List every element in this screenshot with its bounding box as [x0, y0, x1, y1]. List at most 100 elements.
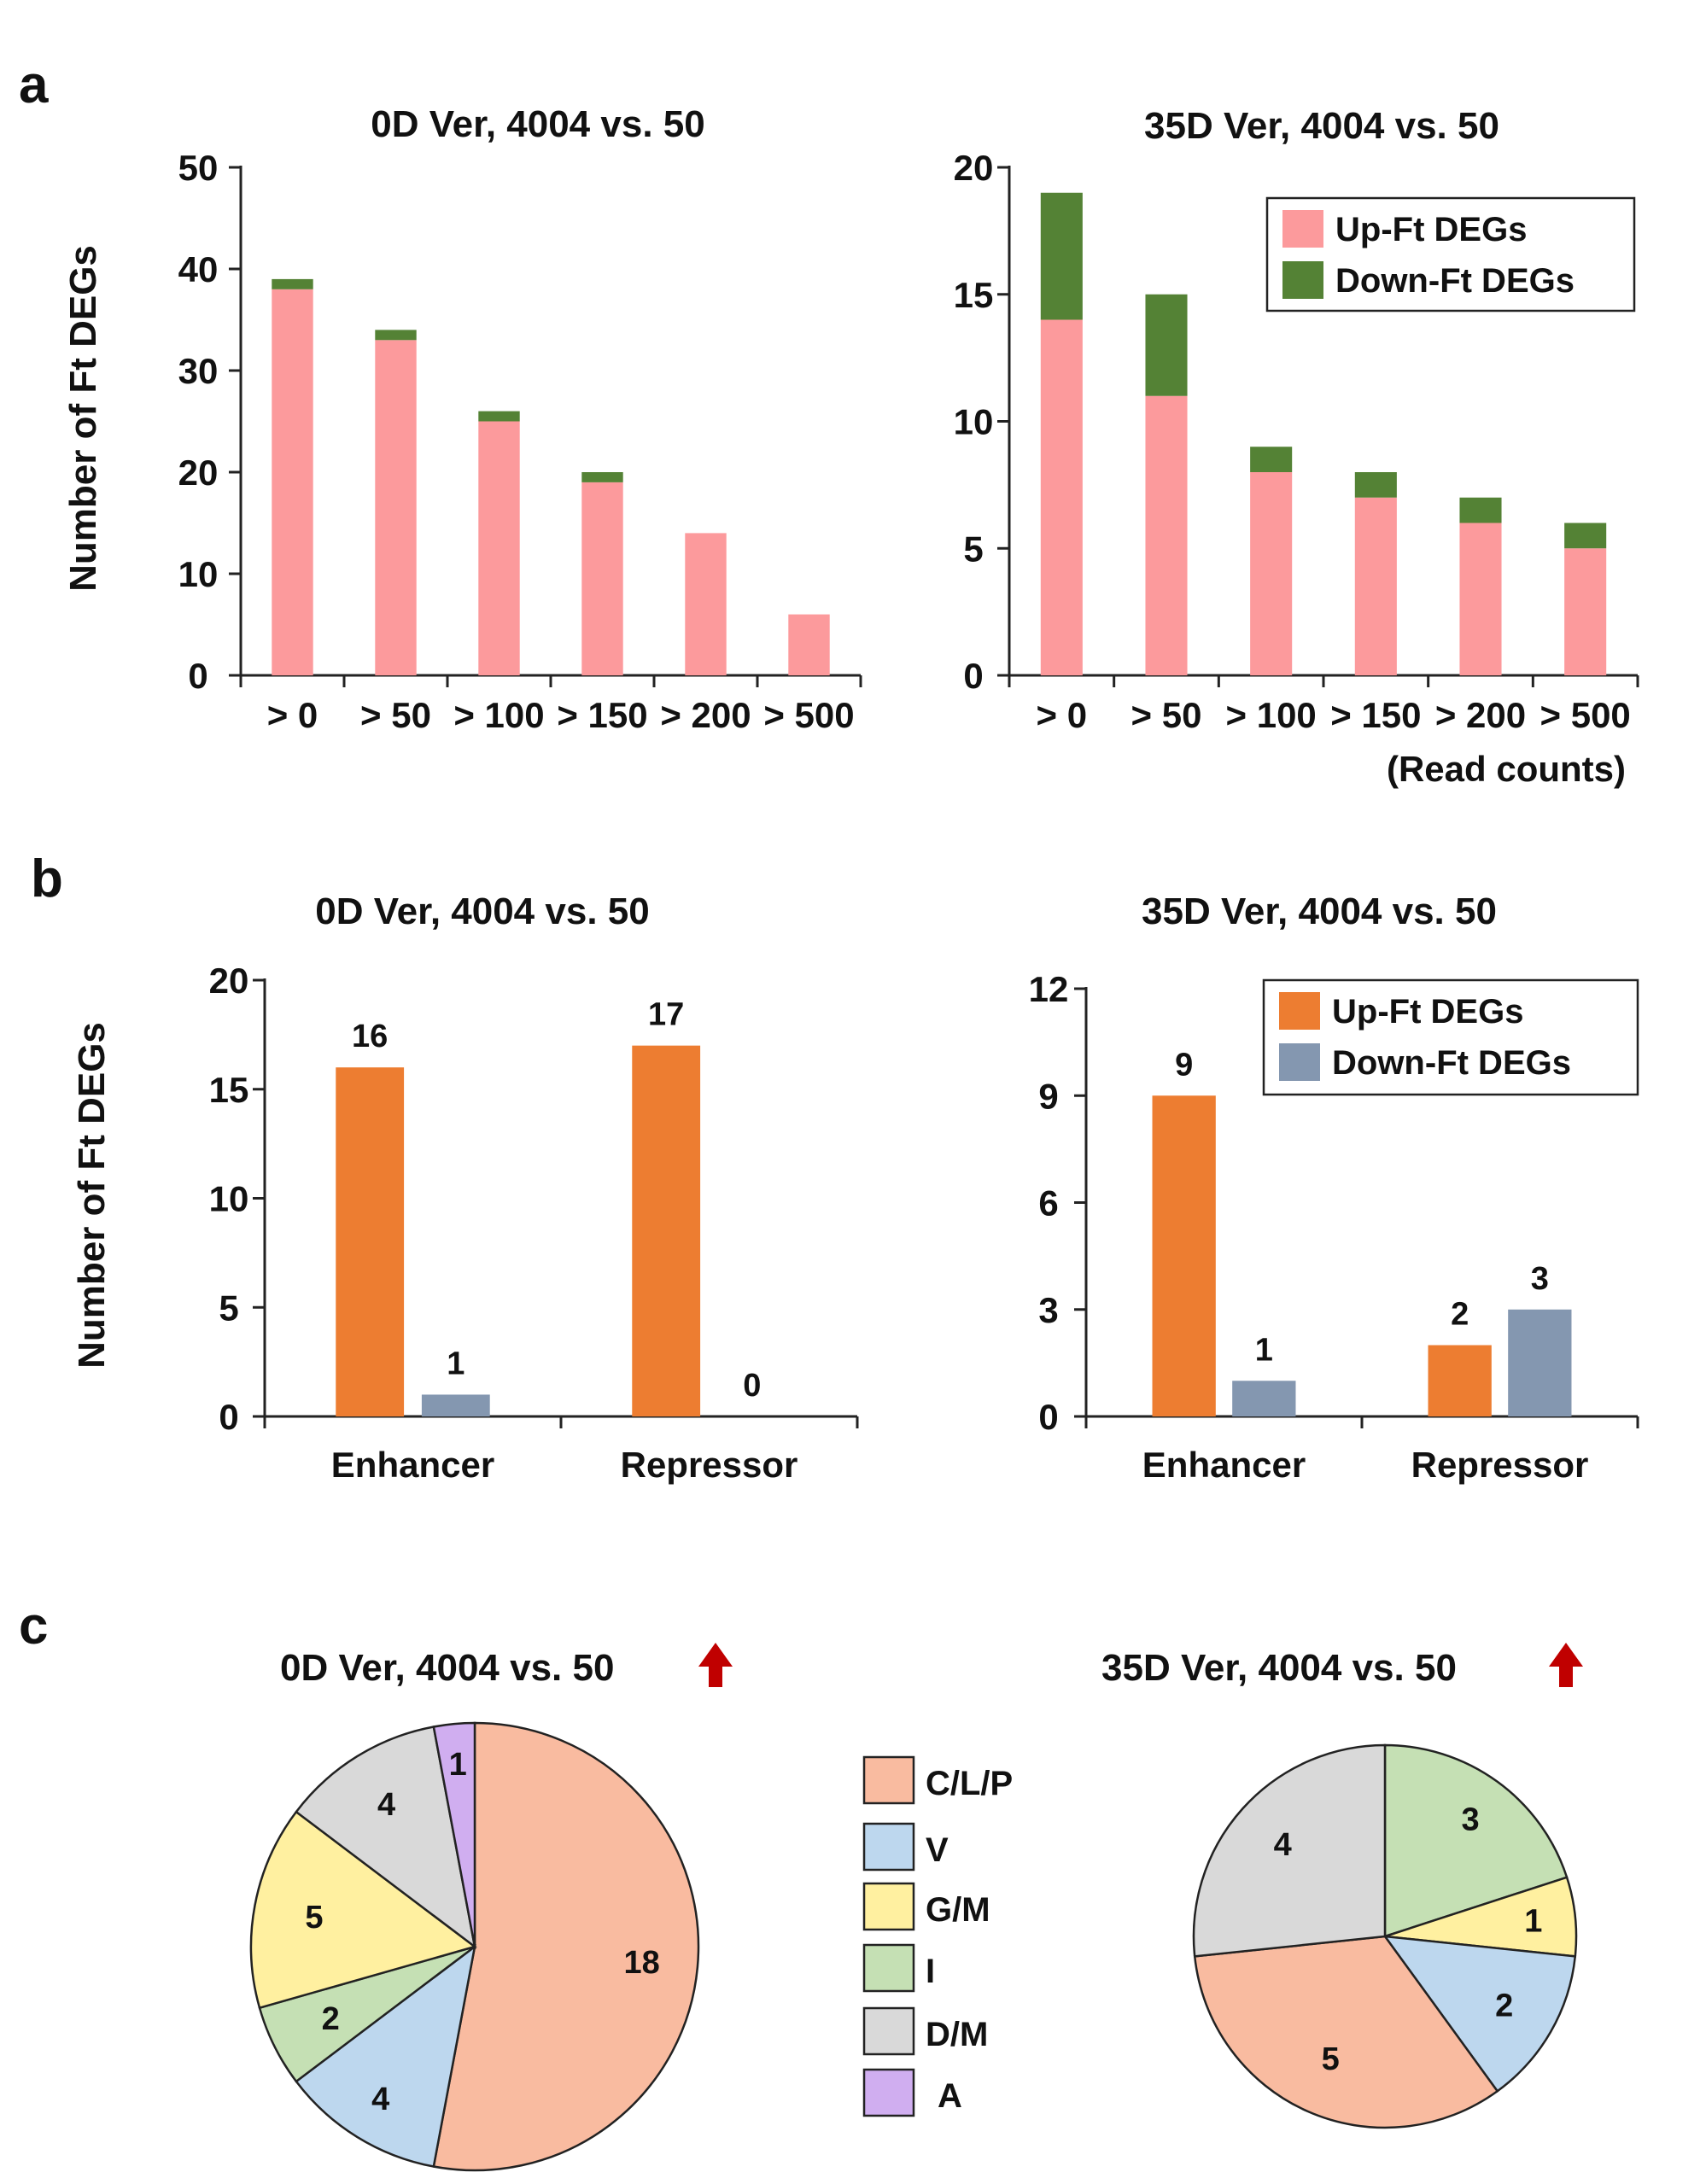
pie-slice-label: 4	[371, 2082, 389, 2117]
pie-slice-label: 4	[1274, 1827, 1292, 1863]
bar-up-ft	[1040, 319, 1083, 675]
legend-label: I	[926, 1953, 935, 1990]
chart-title: 0D Ver, 4004 vs. 50	[371, 103, 704, 145]
y-tick-label: 20	[178, 453, 219, 493]
y-tick-label: 40	[178, 249, 219, 289]
y-tick-label: 10	[178, 554, 219, 594]
x-tick-label: > 500	[763, 695, 854, 735]
bar-down-ft	[1040, 192, 1083, 320]
y-tick-label: 5	[963, 528, 983, 569]
bar-up-ft	[788, 614, 830, 675]
y-tick-label: 12	[1029, 969, 1069, 1009]
data-label: 0	[743, 1368, 761, 1404]
y-tick-label: 15	[209, 1070, 249, 1110]
data-label: 1	[447, 1346, 464, 1381]
pie-slice-label: 2	[1495, 1988, 1513, 2024]
chart-title: 0D Ver, 4004 vs. 50	[315, 891, 649, 932]
data-label: 16	[352, 1019, 388, 1054]
pie-slice-label: 1	[1524, 1904, 1542, 1940]
bar-down-ft	[375, 330, 417, 341]
bar-down-ft	[421, 1394, 490, 1416]
x-tick-label: > 0	[267, 695, 318, 735]
bar-up-ft	[478, 421, 520, 675]
bar-down-ft	[1508, 1309, 1572, 1416]
bar-down-ft	[1232, 1381, 1296, 1416]
x-tick-label: Enhancer	[331, 1445, 494, 1485]
up-arrow-icon	[698, 1643, 733, 1687]
bar-down-ft	[272, 278, 313, 289]
y-tick-label: 10	[209, 1179, 249, 1219]
chart-c-right: 35D Ver, 4004 vs. 50 3 1 2 5 4	[1101, 1643, 1583, 2129]
x-tick-label: Repressor	[621, 1445, 798, 1485]
y-tick-label: 0	[219, 1397, 238, 1437]
legend-label: C/L/P	[926, 1765, 1013, 1802]
bar-down-ft	[1564, 523, 1607, 549]
x-axis-label: (Read counts)	[1387, 749, 1626, 789]
bar-up-ft	[1354, 497, 1397, 675]
y-tick-label: 30	[178, 351, 219, 391]
bar-up-ft	[1250, 472, 1293, 675]
pie-slice-label: 1	[449, 1747, 467, 1783]
x-tick-label: > 0	[1037, 695, 1088, 735]
bar-down-ft	[1354, 472, 1397, 498]
x-tick-label: > 50	[360, 695, 431, 735]
chart-title: 35D Ver, 4004 vs. 50	[1142, 891, 1497, 932]
legend-swatch	[862, 1822, 915, 1872]
legend-label: V	[926, 1831, 949, 1869]
legend-box	[1265, 196, 1636, 312]
x-tick-label: Repressor	[1411, 1445, 1589, 1485]
bar-up-ft	[1564, 548, 1607, 675]
y-tick-label: 9	[1038, 1076, 1058, 1116]
legend-label: D/M	[926, 2016, 988, 2053]
pie-slice-label: 18	[624, 1945, 660, 1981]
pie-slice	[1192, 1743, 1387, 1958]
data-label: 1	[1255, 1332, 1273, 1368]
pie-slice	[295, 1944, 476, 2168]
x-tick-label: > 200	[660, 695, 751, 735]
legend: Up-Ft DEGs Down-Ft DEGs	[1265, 196, 1636, 312]
legend-label: Up-Ft DEGs	[1335, 211, 1527, 248]
panel-label-b: b	[31, 850, 63, 908]
x-tick-label: > 100	[1226, 695, 1317, 735]
bar-up-ft	[272, 289, 313, 675]
chart-title: 0D Ver, 4004 vs. 50	[280, 1647, 614, 1689]
pie-slice	[1383, 1743, 1569, 1938]
y-tick-label: 0	[963, 656, 983, 696]
legend-swatch	[862, 1882, 915, 1931]
y-tick-label: 6	[1038, 1183, 1058, 1223]
panel-label-a: a	[19, 55, 49, 114]
pie-legend: C/L/P V G/M I D/M A	[862, 1755, 1013, 2117]
y-tick-label: 3	[1038, 1290, 1058, 1330]
bar-up-ft	[1459, 523, 1502, 675]
legend-swatch	[862, 2006, 915, 2056]
chart-title: 35D Ver, 4004 vs. 50	[1144, 105, 1499, 147]
bar-up-ft	[1152, 1095, 1216, 1416]
bar-down-ft	[478, 411, 520, 422]
pie-slice-label: 4	[377, 1787, 395, 1823]
data-label: 17	[648, 997, 684, 1033]
bar-up-ft	[336, 1067, 405, 1416]
y-tick-label: 50	[178, 148, 219, 188]
pie-slice	[249, 1810, 477, 2010]
bar-up-ft	[581, 482, 623, 675]
legend-label: G/M	[926, 1891, 990, 1929]
data-label: 2	[1451, 1297, 1469, 1333]
bar-down-ft	[1250, 447, 1293, 472]
y-tick-label: 20	[954, 148, 994, 188]
data-label: 9	[1175, 1047, 1193, 1083]
bar-down-ft	[1145, 294, 1188, 396]
y-axis-label: Number of Ft DEGs	[71, 1022, 113, 1369]
bar-down-ft	[1459, 497, 1502, 523]
x-tick-label: > 150	[557, 695, 647, 735]
legend-swatch	[1282, 210, 1323, 248]
pie-slice	[295, 1726, 476, 1949]
panel-label-c: c	[19, 1597, 48, 1656]
bar-up-ft	[375, 340, 417, 675]
legend-swatch	[1282, 261, 1323, 299]
x-tick-label: > 200	[1435, 695, 1526, 735]
pie-slice	[1382, 1935, 1577, 2093]
legend-swatch	[862, 1943, 915, 1993]
legend-swatch	[1279, 992, 1320, 1030]
y-tick-label: 0	[1038, 1397, 1058, 1437]
